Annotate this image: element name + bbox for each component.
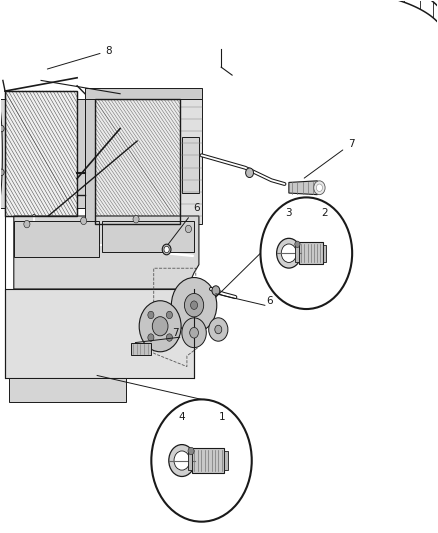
Bar bbox=[130, 224, 139, 245]
Bar bbox=[155, 224, 165, 245]
Bar bbox=[95, 99, 180, 224]
Circle shape bbox=[191, 301, 198, 310]
Bar bbox=[77, 99, 85, 208]
Text: 6: 6 bbox=[168, 203, 199, 244]
Circle shape bbox=[208, 318, 228, 341]
Polygon shape bbox=[5, 289, 194, 378]
Bar bbox=[182, 136, 199, 193]
Bar bbox=[95, 99, 180, 224]
Bar bbox=[131, 343, 151, 356]
Bar bbox=[323, 245, 326, 262]
Circle shape bbox=[166, 334, 173, 341]
Bar bbox=[180, 99, 201, 224]
Bar bbox=[103, 224, 113, 245]
Circle shape bbox=[190, 327, 198, 338]
Circle shape bbox=[0, 169, 4, 175]
Circle shape bbox=[261, 197, 352, 309]
Circle shape bbox=[212, 286, 220, 295]
Polygon shape bbox=[0, 99, 3, 208]
Circle shape bbox=[139, 301, 181, 352]
Bar bbox=[102, 221, 194, 252]
Circle shape bbox=[148, 334, 154, 341]
Circle shape bbox=[184, 294, 204, 317]
Bar bbox=[295, 245, 299, 262]
Text: 1: 1 bbox=[219, 411, 226, 422]
Text: 3: 3 bbox=[286, 208, 292, 218]
Bar bbox=[85, 88, 201, 99]
Polygon shape bbox=[289, 181, 321, 195]
Circle shape bbox=[316, 184, 322, 191]
Bar bbox=[5, 91, 77, 216]
Circle shape bbox=[81, 217, 87, 224]
Polygon shape bbox=[14, 216, 199, 289]
Bar bbox=[224, 451, 228, 470]
Text: 7: 7 bbox=[172, 328, 179, 338]
Text: 8: 8 bbox=[47, 46, 112, 69]
Circle shape bbox=[151, 399, 252, 522]
Circle shape bbox=[277, 238, 301, 268]
Circle shape bbox=[24, 220, 30, 228]
Circle shape bbox=[171, 278, 217, 333]
Circle shape bbox=[152, 317, 168, 336]
Circle shape bbox=[174, 451, 190, 470]
Bar bbox=[85, 99, 95, 224]
Bar bbox=[299, 242, 323, 264]
Polygon shape bbox=[10, 378, 126, 402]
Circle shape bbox=[133, 215, 139, 223]
Circle shape bbox=[185, 225, 191, 233]
Circle shape bbox=[295, 241, 300, 247]
Circle shape bbox=[314, 181, 325, 195]
Bar bbox=[192, 448, 224, 473]
Circle shape bbox=[0, 125, 4, 132]
Text: 6: 6 bbox=[266, 296, 272, 306]
Circle shape bbox=[166, 311, 173, 319]
Circle shape bbox=[164, 246, 169, 253]
Circle shape bbox=[169, 445, 195, 477]
Text: 2: 2 bbox=[321, 208, 328, 218]
Circle shape bbox=[182, 318, 206, 348]
Circle shape bbox=[281, 244, 297, 262]
Bar bbox=[14, 221, 99, 256]
Circle shape bbox=[215, 325, 222, 334]
Text: 4: 4 bbox=[179, 411, 185, 422]
Circle shape bbox=[148, 311, 154, 319]
Circle shape bbox=[246, 168, 254, 177]
Circle shape bbox=[162, 244, 171, 255]
Polygon shape bbox=[0, 99, 5, 208]
Bar bbox=[5, 91, 77, 216]
Bar bbox=[188, 451, 192, 470]
Circle shape bbox=[188, 447, 194, 455]
Text: 7: 7 bbox=[304, 139, 354, 178]
